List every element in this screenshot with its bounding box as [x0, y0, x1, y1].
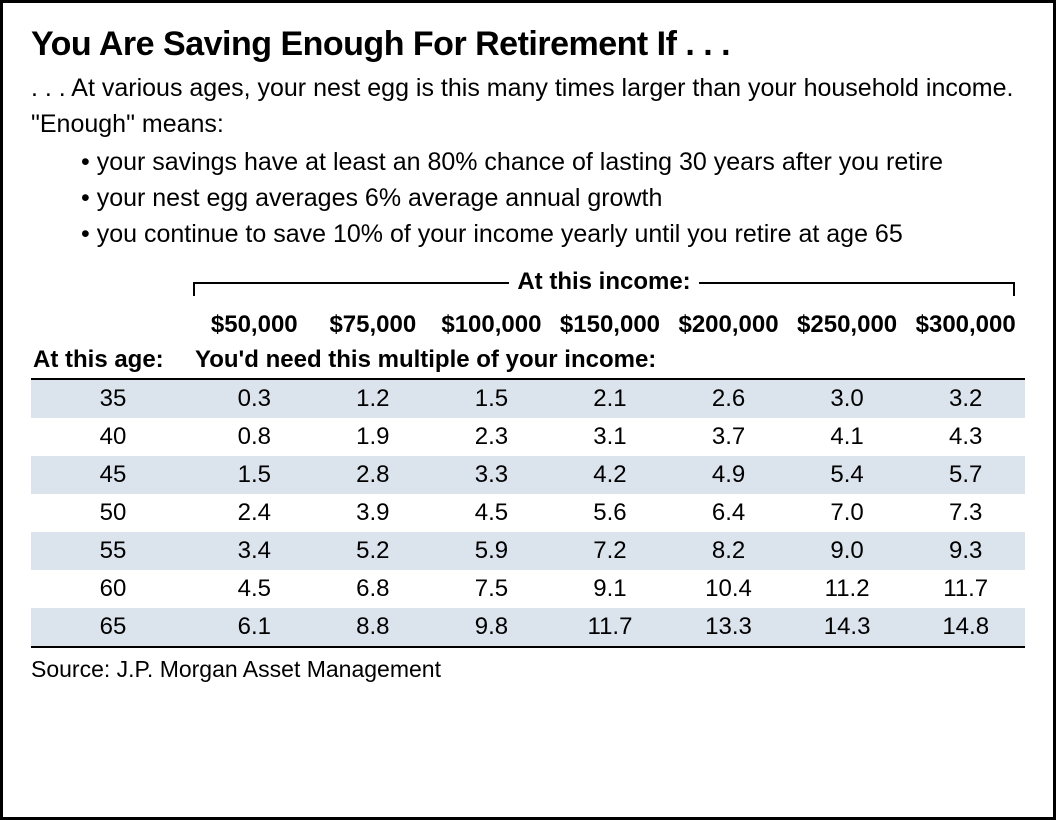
value-cell: 3.1: [551, 418, 670, 456]
income-col-header: $250,000: [788, 306, 907, 341]
value-cell: 3.0: [788, 380, 907, 418]
bullet-item: your nest egg averages 6% average annual…: [81, 180, 1025, 216]
age-header-label: At this age:: [31, 341, 195, 379]
income-header-label: At this income:: [509, 268, 699, 296]
table-row: 35 0.3 1.2 1.5 2.1 2.6 3.0 3.2: [31, 380, 1025, 418]
value-cell: 7.2: [551, 532, 670, 570]
value-cell: 5.4: [788, 456, 907, 494]
value-cell: 14.3: [788, 608, 907, 646]
income-col-header: $150,000: [551, 306, 670, 341]
income-col-header: $50,000: [195, 306, 314, 341]
value-cell: 4.2: [551, 456, 670, 494]
subtitle-line-1: . . . At various ages, your nest egg is …: [31, 72, 1025, 106]
value-cell: 0.3: [195, 380, 314, 418]
value-cell: 7.5: [432, 570, 551, 608]
value-cell: 6.1: [195, 608, 314, 646]
value-cell: 3.3: [432, 456, 551, 494]
value-cell: 4.5: [195, 570, 314, 608]
value-cell: 4.1: [788, 418, 907, 456]
value-cell: 5.2: [314, 532, 433, 570]
value-cell: 5.7: [906, 456, 1025, 494]
value-cell: 5.9: [432, 532, 551, 570]
table-row: 40 0.8 1.9 2.3 3.1 3.7 4.1 4.3: [31, 418, 1025, 456]
value-cell: 1.5: [432, 380, 551, 418]
value-cell: 1.2: [314, 380, 433, 418]
income-columns-row: $50,000 $75,000 $100,000 $150,000 $200,0…: [31, 306, 1025, 341]
value-cell: 4.5: [432, 494, 551, 532]
value-cell: 7.0: [788, 494, 907, 532]
value-cell: 9.3: [906, 532, 1025, 570]
value-cell: 5.6: [551, 494, 670, 532]
subtitle-line-2: "Enough" means:: [31, 108, 1025, 142]
title: You Are Saving Enough For Retirement If …: [31, 25, 1025, 64]
sub-header-row: At this age: You'd need this multiple of…: [31, 341, 1025, 379]
value-cell: 3.4: [195, 532, 314, 570]
value-cell: 13.3: [669, 608, 788, 646]
age-cell: 35: [31, 380, 195, 418]
value-cell: 6.8: [314, 570, 433, 608]
income-col-header: $300,000: [906, 306, 1025, 341]
value-cell: 11.2: [788, 570, 907, 608]
table-container: At this income: $50,000 $75,000 $100,000…: [31, 270, 1025, 648]
value-cell: 4.3: [906, 418, 1025, 456]
value-cell: 8.8: [314, 608, 433, 646]
retirement-multiples-table: $50,000 $75,000 $100,000 $150,000 $200,0…: [31, 306, 1025, 648]
table-body: 35 0.3 1.2 1.5 2.1 2.6 3.0 3.2 40 0.8 1.…: [31, 379, 1025, 647]
value-cell: 2.8: [314, 456, 433, 494]
source-attribution: Source: J.P. Morgan Asset Management: [31, 656, 1025, 683]
value-cell: 2.1: [551, 380, 670, 418]
value-cell: 2.3: [432, 418, 551, 456]
infographic-frame: You Are Saving Enough For Retirement If …: [0, 0, 1056, 820]
value-cell: 7.3: [906, 494, 1025, 532]
value-cell: 9.8: [432, 608, 551, 646]
age-cell: 50: [31, 494, 195, 532]
age-cell: 45: [31, 456, 195, 494]
table-row: 45 1.5 2.8 3.3 4.2 4.9 5.4 5.7: [31, 456, 1025, 494]
income-col-header: $200,000: [669, 306, 788, 341]
bullet-item: you continue to save 10% of your income …: [81, 216, 1025, 252]
table-row: 60 4.5 6.8 7.5 9.1 10.4 11.2 11.7: [31, 570, 1025, 608]
value-cell: 1.5: [195, 456, 314, 494]
bullet-list: your savings have at least an 80% chance…: [81, 144, 1025, 253]
age-cell: 55: [31, 532, 195, 570]
value-cell: 14.8: [906, 608, 1025, 646]
value-cell: 3.9: [314, 494, 433, 532]
income-col-header: $75,000: [314, 306, 433, 341]
value-cell: 2.4: [195, 494, 314, 532]
income-bracket: At this income:: [193, 270, 1015, 306]
income-col-header: $100,000: [432, 306, 551, 341]
value-cell: 3.2: [906, 380, 1025, 418]
age-cell: 40: [31, 418, 195, 456]
value-cell: 3.7: [669, 418, 788, 456]
age-cell: 65: [31, 608, 195, 646]
value-cell: 10.4: [669, 570, 788, 608]
value-cell: 8.2: [669, 532, 788, 570]
blank-corner: [31, 306, 195, 341]
bullet-item: your savings have at least an 80% chance…: [81, 144, 1025, 180]
value-cell: 11.7: [906, 570, 1025, 608]
table-row: 65 6.1 8.8 9.8 11.7 13.3 14.3 14.8: [31, 608, 1025, 646]
value-cell: 9.0: [788, 532, 907, 570]
value-cell: 0.8: [195, 418, 314, 456]
value-cell: 2.6: [669, 380, 788, 418]
sub-header-label: You'd need this multiple of your income:: [195, 341, 1025, 379]
table-row: 55 3.4 5.2 5.9 7.2 8.2 9.0 9.3: [31, 532, 1025, 570]
age-cell: 60: [31, 570, 195, 608]
value-cell: 9.1: [551, 570, 670, 608]
value-cell: 1.9: [314, 418, 433, 456]
value-cell: 6.4: [669, 494, 788, 532]
value-cell: 4.9: [669, 456, 788, 494]
table-row: 50 2.4 3.9 4.5 5.6 6.4 7.0 7.3: [31, 494, 1025, 532]
value-cell: 11.7: [551, 608, 670, 646]
